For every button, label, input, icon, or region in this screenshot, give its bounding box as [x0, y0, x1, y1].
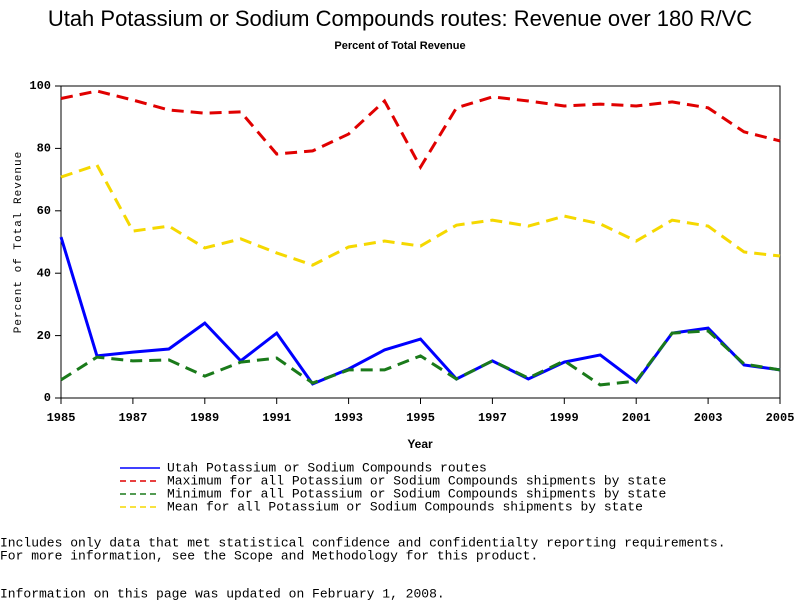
- plot-frame: [60, 85, 781, 399]
- y-tick-label: 40: [37, 266, 51, 280]
- x-tick-label: 1999: [550, 411, 579, 425]
- legend-label: Minimum for all Potassium or Sodium Comp…: [167, 486, 666, 501]
- x-tick-label: 1991: [262, 411, 291, 425]
- y-tick-label: 60: [37, 204, 51, 218]
- series-line: [60, 163, 781, 267]
- x-tick-label: 2001: [622, 411, 651, 425]
- legend-label: Utah Potassium or Sodium Compounds route…: [167, 460, 487, 475]
- series-line: [60, 89, 781, 171]
- note: Includes only data that met statistical …: [0, 535, 726, 550]
- y-tick-label: 0: [44, 391, 51, 405]
- x-tick-label: 1995: [406, 411, 435, 425]
- legend-label: Maximum for all Potassium or Sodium Comp…: [167, 473, 666, 488]
- y-tick-label: 100: [29, 79, 51, 93]
- series-line: [59, 236, 781, 386]
- legend-label: Mean for all Potassium or Sodium Compoun…: [167, 499, 643, 514]
- x-axis-label: Year: [407, 437, 433, 451]
- chart-subtitle: Percent of Total Revenue: [334, 40, 465, 52]
- y-axis-label: Percent of Total Revenue: [13, 151, 25, 333]
- x-tick-label: 2005: [766, 411, 795, 425]
- series-line: [60, 329, 781, 387]
- x-tick-label: 1989: [190, 411, 219, 425]
- x-tick-label: 1987: [118, 411, 147, 425]
- note: Information on this page was updated on …: [0, 586, 445, 600]
- y-tick-label: 80: [37, 142, 51, 156]
- x-tick-label: 1993: [334, 411, 363, 425]
- x-tick-label: 1985: [47, 411, 76, 425]
- x-tick-label: 2003: [694, 411, 723, 425]
- chart-title: Utah Potassium or Sodium Compounds route…: [48, 6, 752, 31]
- x-tick-label: 1997: [478, 411, 507, 425]
- y-tick-label: 20: [37, 329, 51, 343]
- note: For more information, see the Scope and …: [0, 548, 538, 563]
